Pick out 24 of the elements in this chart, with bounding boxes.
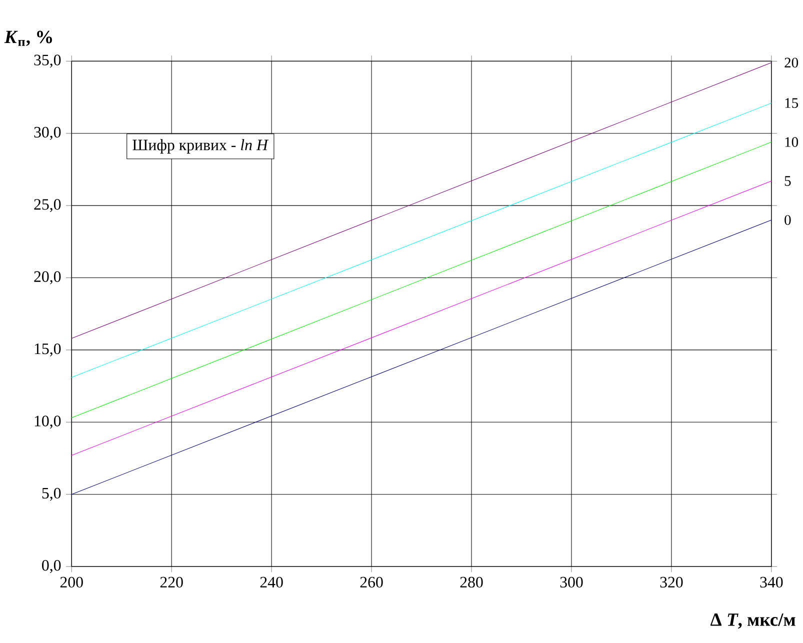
series-label: 15 [785,98,798,108]
y-tick-label: 25,0 [34,199,61,212]
x-axis-title: Δ T, мкс/м [710,614,796,629]
y-tick-label: 10,0 [34,416,61,429]
series-label: 0 [784,215,791,225]
x-tick-label: 340 [760,576,783,588]
y-tick-label: 35,0 [34,54,61,68]
x-tick-label: 300 [560,576,583,588]
x-tick-label: 320 [660,576,683,588]
x-tick-label: 280 [460,576,483,588]
annotation: Шифр кривих - ln H [132,139,269,154]
x-tick-label: 200 [60,576,83,588]
y-tick-label: 5,0 [42,488,61,501]
x-tick-label: 260 [360,576,383,588]
y-tick-label: 30,0 [34,126,61,140]
series-label: 5 [784,176,791,186]
x-tick-label: 220 [160,576,183,588]
x-tick-label: 240 [260,576,283,588]
y-tick-label: 15,0 [34,343,61,356]
y-tick-label: 20,0 [34,271,61,284]
y-tick-label: 0,0 [42,560,61,574]
series-label: 20 [784,58,798,68]
y-axis-title: K$_{п}$, % [4,30,52,46]
series-label: 10 [785,137,798,147]
